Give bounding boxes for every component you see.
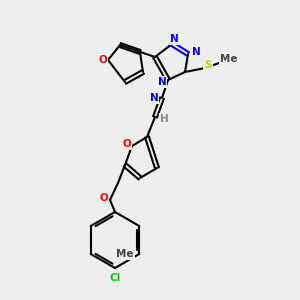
Text: O: O — [99, 55, 107, 65]
Text: N: N — [150, 93, 158, 103]
Text: N: N — [192, 47, 200, 57]
Text: O: O — [123, 139, 131, 149]
Text: Me: Me — [116, 249, 134, 259]
Text: N: N — [158, 77, 166, 87]
Text: H: H — [160, 114, 168, 124]
Text: Me: Me — [220, 54, 238, 64]
Text: Cl: Cl — [110, 273, 121, 283]
Text: N: N — [169, 34, 178, 44]
Text: O: O — [100, 193, 108, 203]
Text: S: S — [204, 60, 212, 70]
